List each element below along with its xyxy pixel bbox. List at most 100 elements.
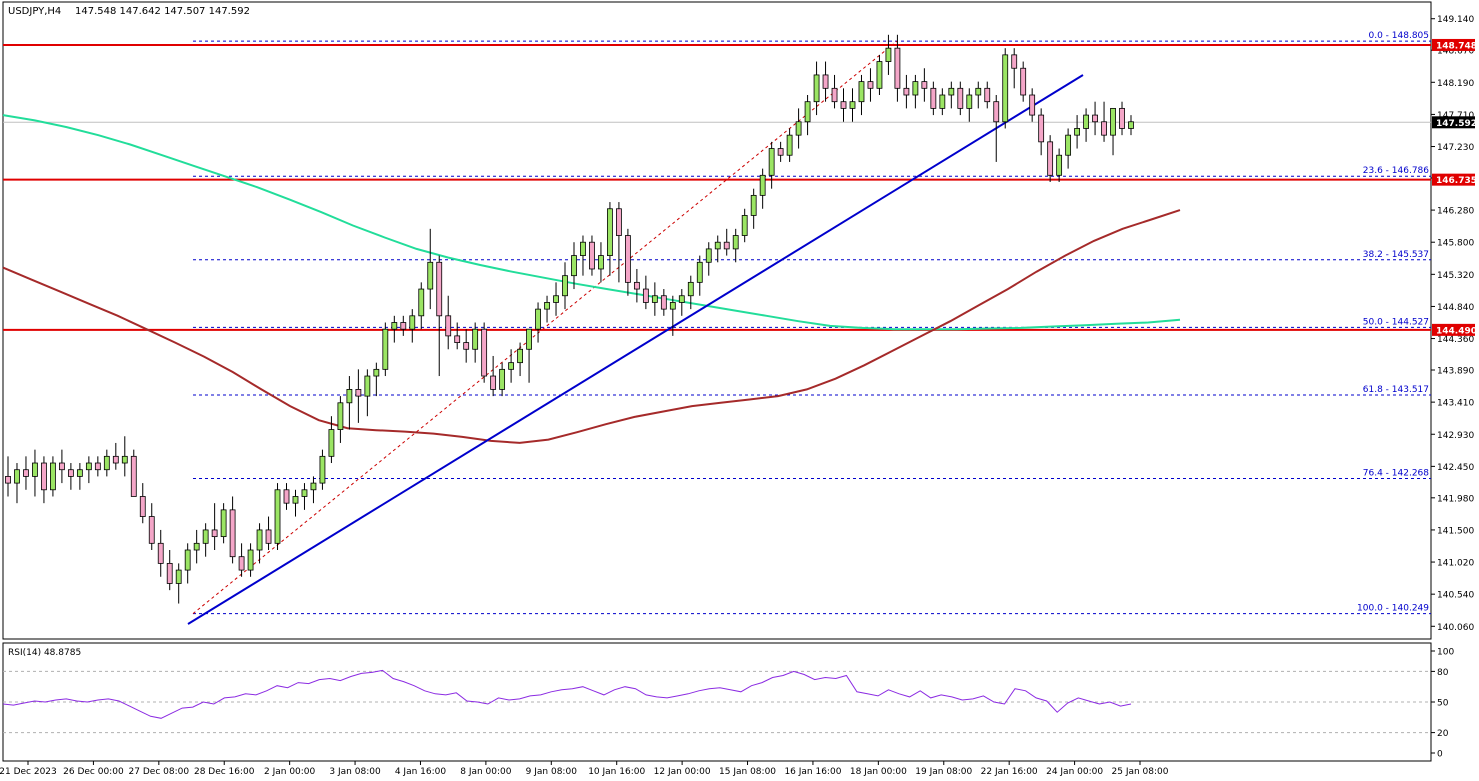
candle-body xyxy=(876,61,883,89)
candle-body xyxy=(831,87,838,103)
candle-body xyxy=(642,288,649,303)
candle-body xyxy=(687,281,694,297)
candle-body xyxy=(112,455,119,464)
candle-body xyxy=(993,101,1000,123)
candle-body xyxy=(94,462,101,471)
time-tick-label: 12 Jan 00:00 xyxy=(654,767,711,777)
candle-body xyxy=(355,389,362,397)
candle-body xyxy=(669,302,676,310)
candle-body xyxy=(67,469,74,477)
slow-moving-average xyxy=(2,209,1181,444)
candle-body xyxy=(14,469,20,484)
rsi-axis: 100 80 50 20 0 xyxy=(1431,648,1454,760)
price-label-box xyxy=(1432,38,1475,51)
candle-body xyxy=(5,476,11,484)
candle-body xyxy=(804,101,811,123)
fib-level-label: 23.6 - 146.786 xyxy=(1363,166,1429,176)
candle-body xyxy=(184,549,191,571)
candle-body xyxy=(589,241,595,270)
candle-body xyxy=(130,455,137,497)
candle-body xyxy=(382,328,389,370)
candle-body xyxy=(103,455,110,471)
candle-body xyxy=(948,87,955,96)
candle-body xyxy=(526,328,532,350)
candle-body xyxy=(1074,128,1080,136)
candle-body xyxy=(301,489,308,497)
candle-body xyxy=(463,342,470,350)
candle-body xyxy=(481,328,488,377)
price-tick-label: 142.450 xyxy=(1437,463,1474,473)
candle-body xyxy=(1083,114,1089,129)
candle-body xyxy=(1128,121,1134,129)
moving-averages xyxy=(2,114,1181,444)
fib-level-label: 61.8 - 143.517 xyxy=(1363,385,1429,395)
candle-body xyxy=(50,462,56,491)
trend-lines xyxy=(187,74,1084,625)
candle-body xyxy=(1011,54,1018,69)
candle-body xyxy=(939,94,946,109)
candle-body xyxy=(544,302,550,310)
candle-body xyxy=(23,469,29,477)
candle-body xyxy=(409,315,416,330)
candle-body xyxy=(894,47,901,89)
time-tick-label: 10 Jan 16:00 xyxy=(588,767,645,777)
candle-body xyxy=(598,255,604,270)
time-tick-label: 9 Jan 08:00 xyxy=(526,767,578,777)
price-tick-label: 144.360 xyxy=(1437,335,1474,345)
price-label-box xyxy=(1432,116,1475,129)
candle-body xyxy=(849,101,856,109)
price-tick-label: 141.020 xyxy=(1437,559,1474,569)
candle-body xyxy=(750,194,757,216)
candle-body xyxy=(41,462,47,491)
candle-body xyxy=(1092,114,1098,123)
candle-body xyxy=(624,235,631,283)
candle-body xyxy=(723,241,730,250)
candle-body xyxy=(517,348,523,364)
fib-level-label: 38.2 - 145.537 xyxy=(1363,250,1429,260)
price-tick-label: 140.060 xyxy=(1437,623,1474,633)
candle-body xyxy=(256,529,263,551)
candle-body xyxy=(400,322,407,330)
price-tick-label: 148.190 xyxy=(1437,79,1474,89)
candle-body xyxy=(813,74,820,103)
price-tick-label: 143.890 xyxy=(1437,367,1474,377)
candle-body xyxy=(822,74,829,89)
candle-body xyxy=(921,81,928,89)
candle-body xyxy=(975,87,982,96)
candle-body xyxy=(1065,134,1072,156)
candle-body xyxy=(1038,114,1045,143)
chart-ohlc-label: 147.548 147.642 147.507 147.592 xyxy=(75,6,250,17)
horizontal-levels xyxy=(3,43,1431,331)
candle-body xyxy=(202,529,209,544)
candle-body xyxy=(660,295,667,310)
rsi-tick-label: 80 xyxy=(1437,668,1449,678)
candle-body xyxy=(436,261,443,317)
candle-body xyxy=(157,542,164,564)
time-tick-label: 2 Jan 00:00 xyxy=(264,767,316,777)
price-label: 148.748 xyxy=(1436,41,1477,51)
candle-body xyxy=(768,148,775,176)
rsi-levels xyxy=(3,670,1431,734)
chart-symbol-label: USDJPY,H4 xyxy=(8,6,61,17)
candle-body xyxy=(741,215,748,236)
candle-body xyxy=(957,87,964,109)
candle-body xyxy=(148,516,155,544)
candle-body xyxy=(633,281,640,290)
candle-body xyxy=(1047,141,1054,176)
candle-body xyxy=(885,47,892,62)
time-tick-label: 15 Jan 08:00 xyxy=(719,767,776,777)
candle-body xyxy=(714,241,721,250)
candle-body xyxy=(121,455,128,464)
rsi-tick-label: 0 xyxy=(1437,750,1443,760)
time-tick-label: 18 Jan 00:00 xyxy=(850,767,907,777)
candle-body xyxy=(472,328,479,350)
time-axis: 21 Dec 2023 26 Dec 00:00 27 Dec 08:00 28 De… xyxy=(0,761,1169,777)
fib-level-label: 100.0 - 140.249 xyxy=(1357,604,1429,614)
time-tick-label: 28 Dec 16:00 xyxy=(194,767,255,777)
rsi-tick-label: 50 xyxy=(1437,699,1449,709)
candle-body xyxy=(175,569,182,584)
candle-body xyxy=(1020,67,1027,96)
candle-body xyxy=(1110,107,1116,136)
candle-body xyxy=(508,362,515,370)
